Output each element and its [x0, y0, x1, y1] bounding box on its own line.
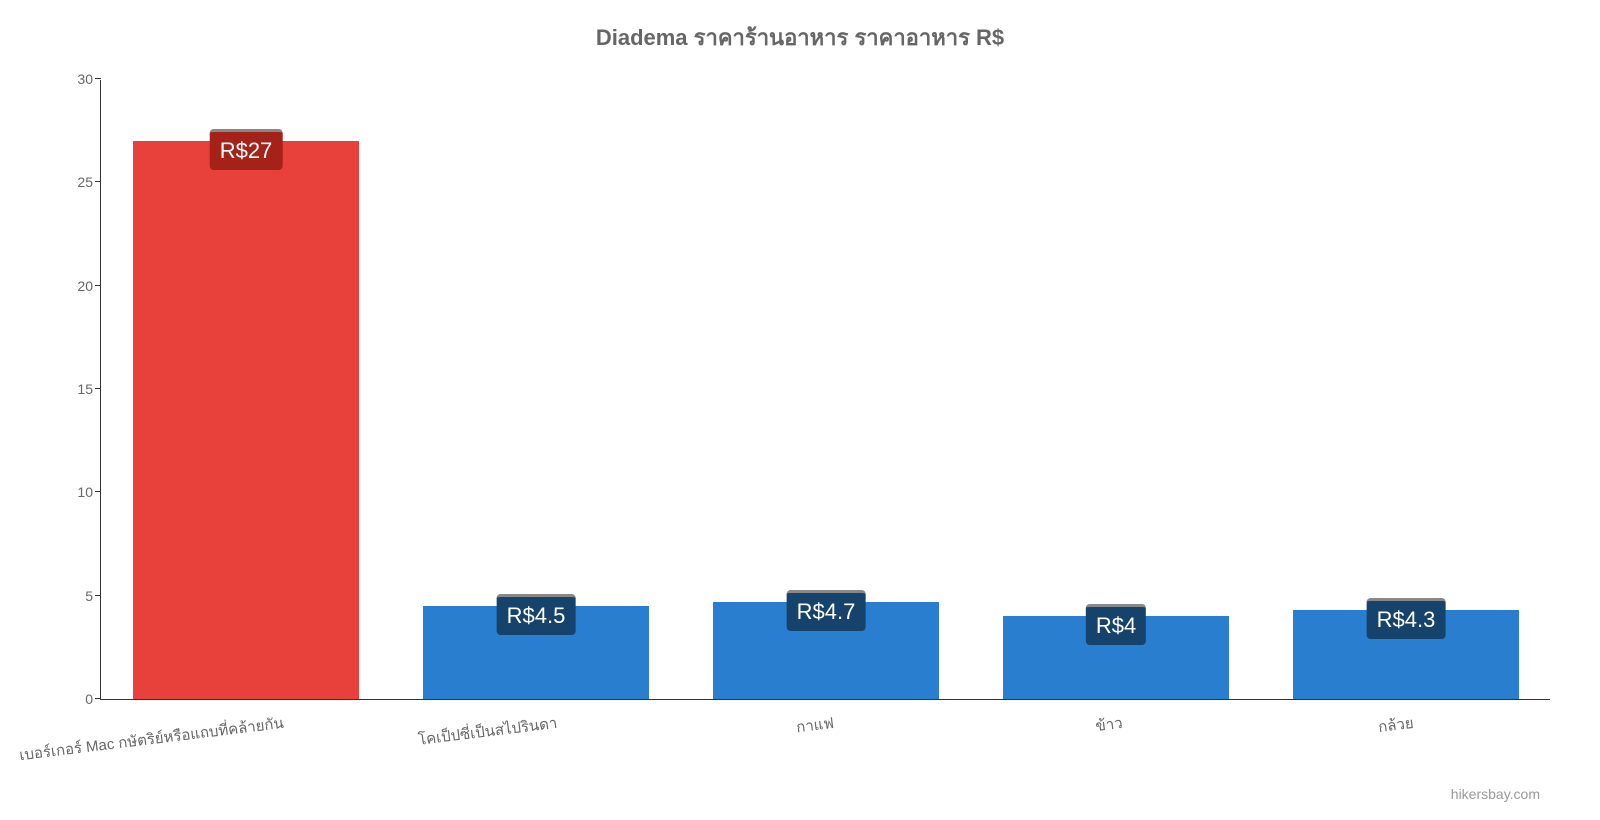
- value-badge: R$4: [1086, 604, 1146, 645]
- y-tick-label: 20: [77, 278, 101, 294]
- y-tick-mark: [95, 698, 101, 699]
- x-tick-label: กาแฟ: [793, 699, 835, 739]
- y-tick-label: 25: [77, 174, 101, 190]
- y-tick-label: 0: [85, 691, 101, 707]
- y-tick-mark: [95, 388, 101, 389]
- y-tick-label: 15: [77, 381, 101, 397]
- x-tick-label: กล้วย: [1375, 699, 1415, 739]
- y-tick-label: 10: [77, 484, 101, 500]
- value-badge: R$4.3: [1367, 598, 1446, 639]
- value-badge: R$4.7: [787, 590, 866, 631]
- value-badge: R$4.5: [497, 594, 576, 635]
- x-tick-label: โคเป็ปซี่เป็นสไปรินดา: [415, 699, 558, 752]
- y-tick-mark: [95, 491, 101, 492]
- chart-container: Diadema ราคาร้านอาหาร ราคาอาหาร R$ 05101…: [0, 20, 1600, 820]
- y-tick-label: 5: [85, 588, 101, 604]
- x-tick-label: เบอร์เกอร์ Mac กษัตริย์หรือแถบที่คล้ายกั…: [16, 699, 285, 767]
- chart-title: Diadema ราคาร้านอาหาร ราคาอาหาร R$: [0, 20, 1600, 55]
- bar: [133, 141, 359, 699]
- y-tick-mark: [95, 78, 101, 79]
- value-badge: R$27: [210, 129, 283, 170]
- x-tick-label: ข้าว: [1093, 699, 1124, 738]
- plot-area: 051015202530เบอร์เกอร์ Mac กษัตริย์หรือแ…: [100, 80, 1550, 700]
- y-tick-label: 30: [77, 71, 101, 87]
- y-tick-mark: [95, 595, 101, 596]
- y-tick-mark: [95, 181, 101, 182]
- y-tick-mark: [95, 285, 101, 286]
